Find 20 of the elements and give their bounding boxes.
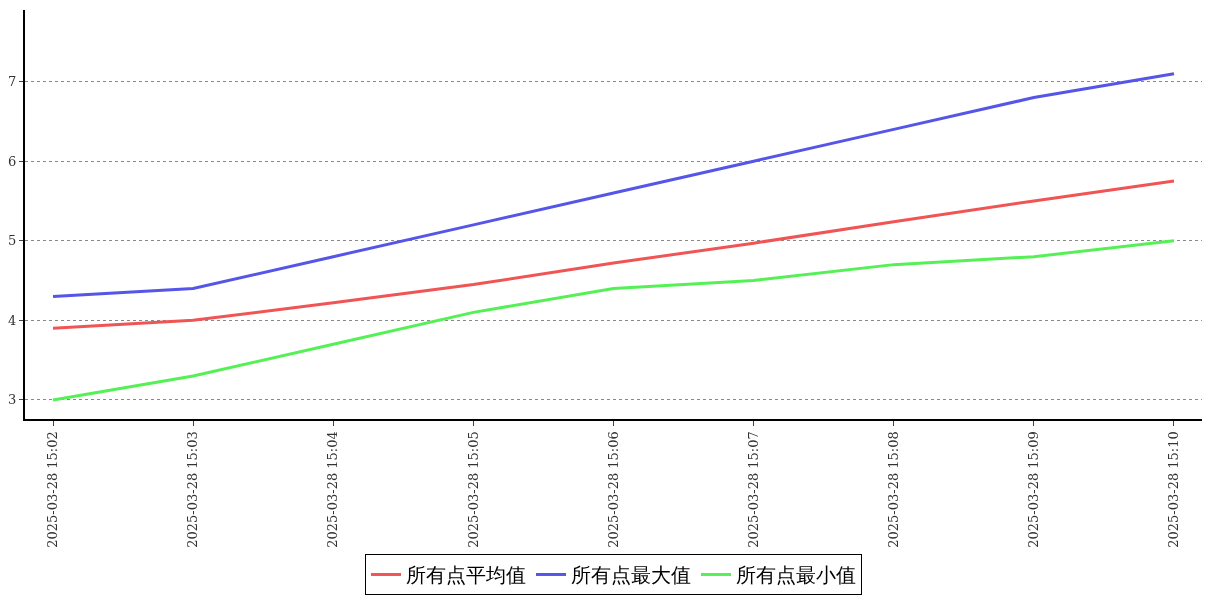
x-tick-label: 2025-03-28 15:10 xyxy=(1166,431,1182,548)
legend-label: 所有点最小值 xyxy=(736,563,856,588)
y-tick-label: 5 xyxy=(8,233,17,249)
y-tick-label: 7 xyxy=(8,74,17,90)
x-tick-label: 2025-03-28 15:03 xyxy=(185,431,201,548)
x-tick-label: 2025-03-28 15:06 xyxy=(605,431,621,548)
line-series xyxy=(51,239,1176,402)
x-tick-label: 2025-03-28 15:02 xyxy=(45,431,61,548)
x-tick-label: 2025-03-28 15:08 xyxy=(885,431,901,548)
legend-label: 所有点平均值 xyxy=(406,563,526,588)
x-tick-label: 2025-03-28 15:05 xyxy=(465,431,481,548)
y-tick-label: 4 xyxy=(8,312,17,328)
line-series xyxy=(51,72,1176,298)
y-tick-label: 3 xyxy=(8,392,17,408)
legend-label: 所有点最大值 xyxy=(571,563,691,588)
x-tick-label: 2025-03-28 15:04 xyxy=(325,431,341,548)
y-tick-label: 6 xyxy=(8,153,17,169)
x-tick-label: 2025-03-28 15:09 xyxy=(1026,431,1042,548)
line-series xyxy=(51,179,1176,330)
x-tick-label: 2025-03-28 15:07 xyxy=(745,431,761,548)
